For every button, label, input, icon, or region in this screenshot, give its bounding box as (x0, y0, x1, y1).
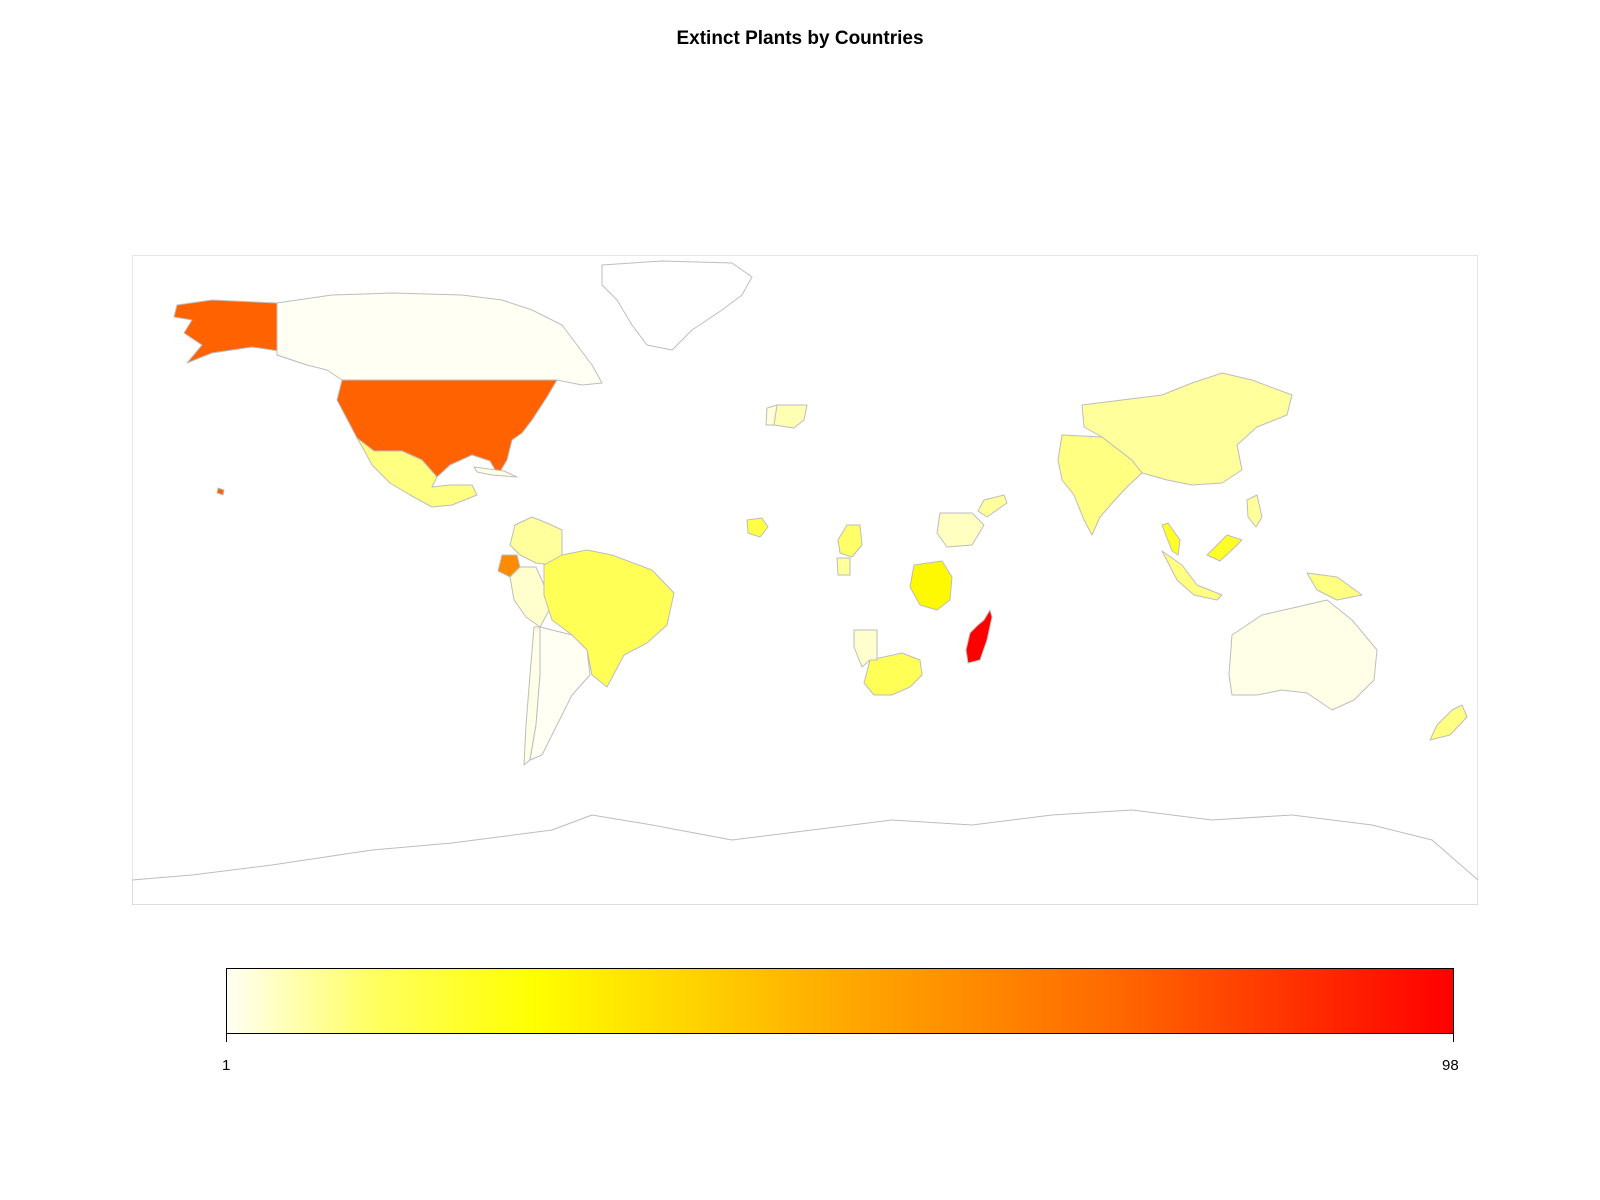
region-antarctica (131, 809, 1479, 906)
country-cameroon (837, 524, 863, 558)
scale-min-tick (226, 1034, 227, 1042)
country-cuba (473, 466, 518, 478)
country-tanzania (909, 560, 953, 611)
country-namibia (853, 629, 878, 668)
country-hawaii-usa (216, 487, 225, 496)
country-argentina (529, 626, 591, 761)
country-malaysia-borneo (1206, 534, 1243, 562)
country-ethiopia (936, 512, 985, 548)
country-china (1081, 372, 1293, 486)
map-title: Extinct Plants by Countries (676, 28, 924, 49)
country-new-zealand (1429, 704, 1468, 741)
country-canada (276, 292, 603, 386)
country-madagascar (965, 609, 993, 664)
country-papua-new-guinea (1306, 572, 1363, 601)
country-malaysia-peninsula (1161, 522, 1181, 556)
country-australia (1228, 599, 1378, 711)
scale-max-label: 98 (1442, 1057, 1459, 1074)
country-sierra-leone (746, 517, 769, 538)
country-somalia (977, 494, 1008, 518)
country-philippines (1246, 494, 1263, 528)
world-map (131, 254, 1479, 910)
color-scale-bar (226, 968, 1454, 1034)
country-mexico (356, 437, 478, 508)
country-greenland (601, 260, 753, 351)
country-south-africa (863, 652, 923, 696)
country-brazil (543, 549, 675, 688)
country-indonesia (1161, 550, 1223, 601)
country-gabon (836, 557, 851, 576)
scale-min-label: 1 (222, 1057, 231, 1074)
country-portugal (765, 404, 778, 426)
scale-max-tick (1453, 1034, 1454, 1042)
